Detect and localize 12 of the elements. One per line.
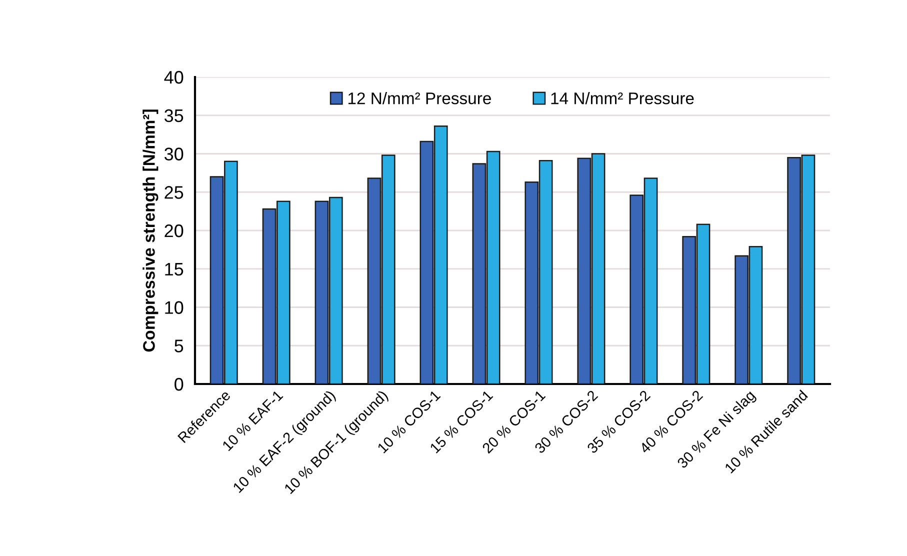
legend-label: 14 N/mm² Pressure: [551, 92, 694, 104]
y-tick-label: 5: [174, 340, 184, 352]
y-tick-label: 20: [164, 224, 184, 238]
legend-label: 12 N/mm² Pressure: [348, 92, 491, 104]
y-tick-label: 15: [165, 262, 184, 276]
y-tick-label: 30: [164, 148, 184, 160]
y-axis-title: Compressive strength [N/mm²]: [142, 110, 158, 352]
y-tick-label: 25: [164, 186, 184, 199]
y-tick-label: 35: [164, 109, 184, 122]
y-tick-label: 40: [164, 70, 184, 84]
y-tick-label: 0: [174, 378, 184, 391]
y-tick-label: 10: [165, 301, 184, 314]
